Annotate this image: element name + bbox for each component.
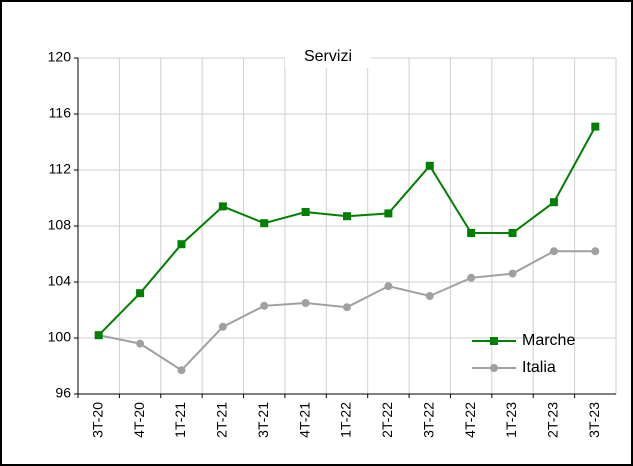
point bbox=[260, 219, 269, 228]
x-tick-label: 1T-23 bbox=[503, 402, 519, 438]
point bbox=[343, 212, 351, 221]
y-tick-label: 120 bbox=[48, 49, 72, 65]
y-tick-label: 116 bbox=[49, 105, 72, 121]
point bbox=[384, 282, 393, 291]
point bbox=[490, 337, 498, 345]
x-tick-label: 3T-20 bbox=[89, 402, 105, 438]
point bbox=[136, 289, 145, 298]
point bbox=[260, 301, 269, 310]
point bbox=[218, 322, 227, 331]
point bbox=[549, 247, 558, 256]
legend-label: Italia bbox=[522, 359, 556, 376]
x-tick-label: 4T-20 bbox=[131, 402, 147, 438]
point bbox=[591, 247, 600, 256]
point bbox=[384, 209, 393, 218]
point bbox=[467, 229, 476, 237]
point bbox=[425, 292, 434, 300]
y-tick-label: 104 bbox=[48, 273, 72, 289]
x-tick-label: 4T-22 bbox=[462, 402, 478, 438]
point bbox=[508, 269, 517, 278]
y-tick-label: 108 bbox=[48, 217, 72, 233]
point bbox=[343, 303, 351, 312]
y-tick-label: 100 bbox=[48, 329, 72, 345]
x-tick-label: 2T-21 bbox=[214, 402, 230, 438]
point bbox=[591, 122, 600, 131]
x-tick-label: 3T-21 bbox=[255, 402, 271, 438]
point bbox=[301, 208, 310, 216]
x-tick-label: 2T-22 bbox=[379, 402, 395, 438]
x-tick-label: 4T-21 bbox=[296, 402, 312, 438]
point bbox=[508, 229, 517, 237]
x-tick-label: 1T-22 bbox=[338, 402, 354, 438]
point bbox=[301, 299, 310, 307]
point bbox=[94, 331, 103, 340]
point bbox=[177, 366, 186, 375]
point bbox=[177, 240, 186, 249]
x-tick-label: 1T-21 bbox=[172, 402, 188, 438]
chart-title: Servizi bbox=[304, 48, 352, 65]
point bbox=[467, 273, 476, 282]
point bbox=[218, 202, 227, 211]
point bbox=[425, 161, 434, 170]
x-tick-label: 3T-23 bbox=[586, 402, 602, 438]
title-background bbox=[285, 46, 371, 68]
legend-label: Marche bbox=[522, 332, 575, 349]
y-tick-label: 112 bbox=[49, 161, 72, 177]
x-tick-label: 3T-22 bbox=[420, 402, 436, 438]
point bbox=[549, 198, 558, 207]
x-tick-label: 2T-23 bbox=[545, 402, 561, 438]
point bbox=[490, 364, 498, 372]
y-tick-label: 96 bbox=[55, 385, 71, 401]
point bbox=[136, 339, 145, 348]
